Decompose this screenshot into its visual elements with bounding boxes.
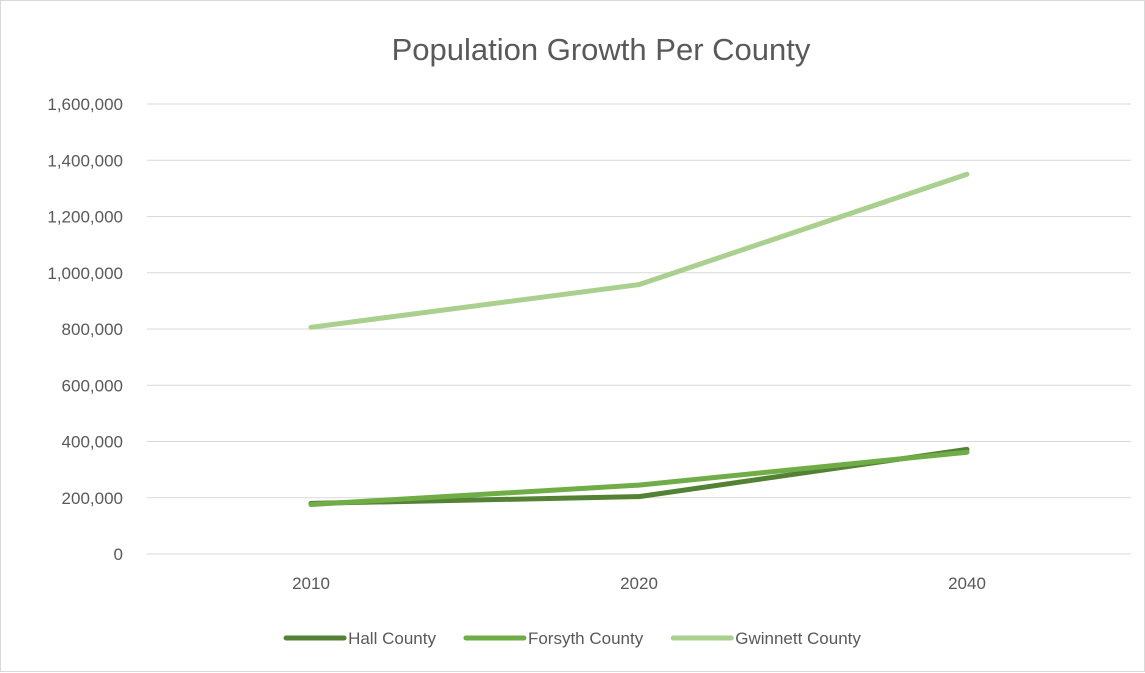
y-tick-label: 1,600,000 xyxy=(47,95,123,114)
y-tick-label: 1,400,000 xyxy=(47,151,123,170)
chart-title: Population Growth Per County xyxy=(392,32,811,67)
y-tick-label: 1,200,000 xyxy=(47,208,123,227)
legend: Hall County Forsyth County Gwinnett County xyxy=(283,629,861,648)
y-tick-label: 600,000 xyxy=(62,376,123,395)
legend-item-gwinnett-county: Gwinnett County xyxy=(670,629,861,648)
series-line-gwinnett-county xyxy=(308,171,970,330)
legend-label: Gwinnett County xyxy=(735,629,861,648)
legend-item-hall-county: Hall County xyxy=(283,629,436,648)
y-tick-label: 0 xyxy=(114,545,123,564)
series-lines xyxy=(308,171,970,507)
x-axis-tick-labels: 2010 2020 2040 xyxy=(292,574,986,593)
x-tick-label: 2020 xyxy=(620,574,658,593)
y-tick-label: 800,000 xyxy=(62,320,123,339)
x-tick-label: 2010 xyxy=(292,574,330,593)
y-axis-tick-labels: 0 200,000 400,000 600,000 800,000 1,000,000 1,… xyxy=(47,95,123,564)
y-tick-label: 200,000 xyxy=(62,489,123,508)
legend-label: Hall County xyxy=(348,629,436,648)
legend-item-forsyth-county: Forsyth County xyxy=(463,629,644,648)
x-tick-label: 2040 xyxy=(948,574,986,593)
series-line-hall-county xyxy=(308,446,970,506)
y-tick-label: 1,000,000 xyxy=(47,264,123,283)
y-tick-label: 400,000 xyxy=(62,433,123,452)
series-line-forsyth-county xyxy=(308,449,970,507)
legend-label: Forsyth County xyxy=(528,629,644,648)
